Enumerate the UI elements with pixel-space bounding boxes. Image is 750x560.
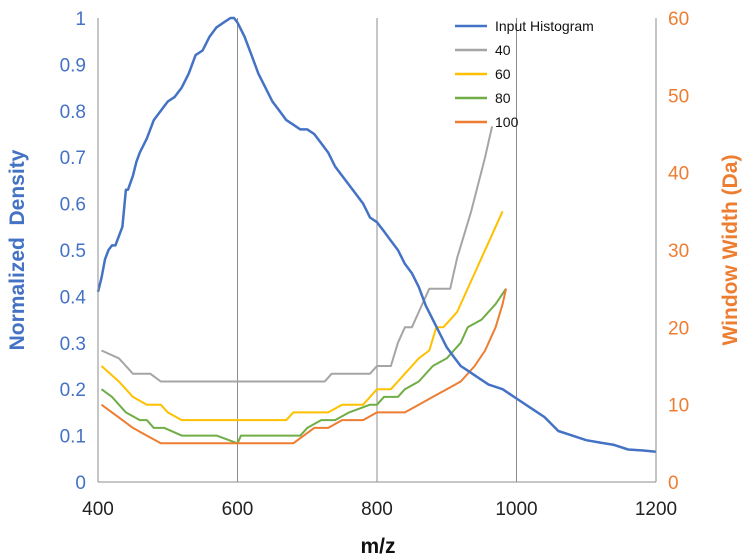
x-tick-label: 1000 [495,499,537,520]
legend: Input Histogram 40 60 80 100 [455,18,594,130]
legend-label-40: 40 [495,42,511,58]
right-tick-label: 10 [668,396,689,417]
x-axis-ticks: 400 600 800 1000 1200 [82,499,677,520]
x-tick-label: 600 [222,499,254,520]
right-tick-label: 60 [668,9,689,30]
series-layer [96,16,657,454]
left-axis-ticks: 0 0.1 0.2 0.3 0.4 0.5 0.6 0.7 0.8 0.9 1 [60,9,87,494]
legend-label-input-histogram: Input Histogram [495,18,594,34]
series-line-60 [100,210,504,422]
left-tick-label: 0.5 [60,241,86,262]
series-line-input-histogram [96,16,657,454]
left-tick-label: 0.2 [60,380,86,401]
left-tick-label: 0.8 [60,102,86,123]
right-tick-label: 50 [668,86,689,107]
left-tick-label: 1 [75,9,86,30]
right-tick-label: 0 [668,473,679,494]
x-tick-label: 1200 [635,499,677,520]
series-line-40 [101,126,494,383]
left-tick-label: 0.6 [60,195,86,216]
axes [97,18,657,483]
left-tick-label: 0 [75,473,86,494]
right-tick-label: 30 [668,241,689,262]
x-tick-label: 800 [361,499,393,520]
series-line-80 [100,288,507,445]
right-axis-title: Window Width (Da) [719,155,742,346]
right-axis-ticks: 0 10 20 30 40 50 60 [668,9,689,494]
x-tick-label: 400 [82,499,114,520]
left-tick-label: 0.3 [60,334,86,355]
left-tick-label: 0.7 [60,148,86,169]
legend-label-80: 80 [495,90,511,106]
x-axis-title: m/z [360,535,395,558]
right-tick-label: 20 [668,318,689,339]
right-tick-label: 40 [668,164,689,185]
series-line-100 [100,288,507,445]
left-tick-label: 0.1 [60,427,86,448]
legend-label-100: 100 [495,114,519,130]
left-axis-title: Normalized Density [6,149,29,350]
left-tick-label: 0.9 [60,55,86,76]
legend-label-60: 60 [495,66,511,82]
left-tick-label: 0.4 [60,287,87,308]
